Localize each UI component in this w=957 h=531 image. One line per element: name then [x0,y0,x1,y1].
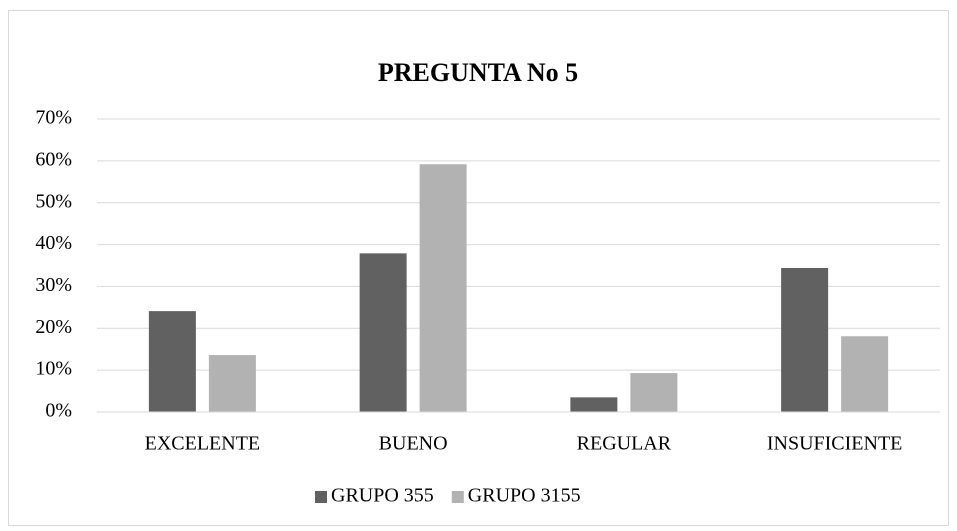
y-tick-label: 20% [35,316,72,338]
bar [841,336,889,412]
y-tick-label: 60% [35,148,72,170]
legend-swatch [451,491,464,503]
bar [419,164,467,412]
y-tick-label: 30% [35,274,72,296]
y-tick-label: 10% [35,358,72,380]
legend-label: GRUPO 3155 [468,485,581,507]
bar [148,311,196,412]
x-tick-label: INSUFICIENTE [767,433,903,455]
bar [630,373,678,412]
x-tick-label: BUENO [379,433,448,455]
chart-title: PREGUNTA No 5 [378,58,578,87]
bar [570,397,618,412]
x-tick-label: REGULAR [577,433,672,455]
legend-label: GRUPO 355 [331,485,434,507]
y-tick-label: 70% [35,107,72,129]
y-tick-label: 50% [35,190,72,212]
bar [359,253,407,412]
y-tick-label: 40% [35,232,72,254]
legend-swatch [315,491,327,503]
chart-border [8,10,949,526]
bar [208,355,256,412]
y-tick-label: 0% [45,400,72,422]
bar [781,268,829,412]
x-tick-label: EXCELENTE [145,433,261,455]
